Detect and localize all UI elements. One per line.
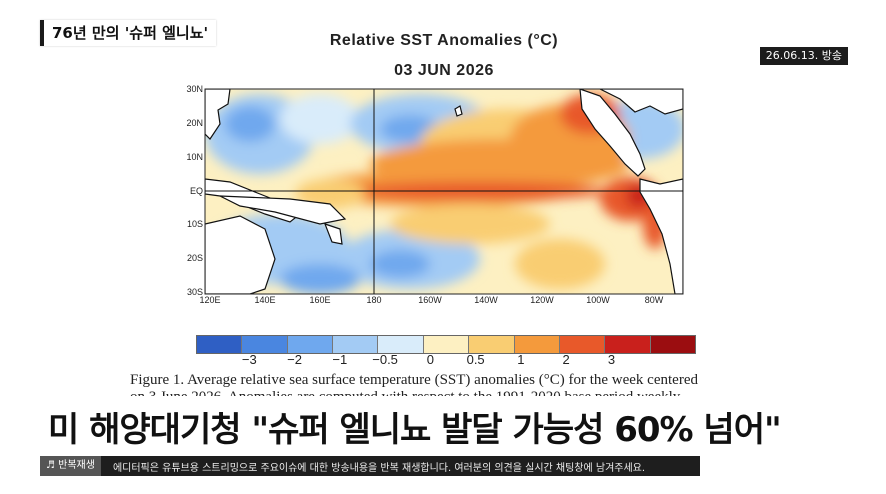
colorbar-label: −1 (332, 352, 348, 367)
lon-label: 140W (474, 295, 498, 305)
lon-label: 160E (309, 295, 330, 305)
lon-label: 120W (530, 295, 554, 305)
colorbar (196, 335, 696, 354)
colorbar-label: 0.5 (466, 352, 485, 367)
lat-label: 10N (186, 152, 203, 162)
lon-label: 80W (645, 295, 664, 305)
figure-date: 03 JUN 2026 (394, 62, 494, 79)
colorbar-label: 1 (517, 352, 525, 367)
colorbar-label: 0 (426, 352, 434, 367)
lat-label: 20S (187, 253, 203, 263)
headline-bar (0, 396, 886, 456)
colorbar-swatch (514, 336, 560, 353)
broadcast-date-tag: 26.06.13. 방송 (759, 47, 848, 65)
lon-label: 160W (418, 295, 442, 305)
ticker-text: 에디터픽은 유튜브용 스트리밍으로 주요이슈에 대한 방송내용을 반복 재생합니… (112, 462, 646, 474)
colorbar-swatch (559, 336, 606, 353)
colorbar-swatch (333, 336, 379, 353)
colorbar-label: −0.5 (372, 352, 398, 367)
lat-label: 10S (187, 219, 203, 229)
lon-label: 120E (199, 295, 220, 305)
colorbar-swatch (197, 336, 243, 353)
colorbar-swatch (242, 336, 288, 353)
colorbar-label: −2 (287, 352, 302, 367)
lat-axis-labels: 30N 20N 10N EQ 10S 20S 30S (186, 84, 203, 297)
colorbar-labels: −3 −2 −1 −0.5 0 0.5 1 2 3 (196, 352, 694, 368)
lat-label: 30N (186, 84, 203, 94)
lat-label: 20N (186, 118, 203, 128)
lon-label: 180 (366, 295, 381, 305)
sst-anomaly-map: 30N 20N 10N EQ 10S 20S 30S 120E 140E 160… (170, 84, 700, 309)
caption-line-1: Figure 1. Average relative sea surface t… (130, 372, 698, 388)
colorbar-label: −3 (241, 352, 257, 367)
lon-label: 140E (254, 295, 275, 305)
lat-label: EQ (190, 186, 203, 196)
colorbar-swatch (423, 336, 470, 353)
ticker-bar: ♬ 반복재생 에디터픽은 유튜브용 스트리밍으로 주요이슈에 대한 방송내용을 … (40, 456, 700, 476)
repeat-play-badge: ♬ 반복재생 (40, 456, 101, 476)
figure-title: Relative SST Anomalies (°C) (329, 32, 559, 49)
colorbar-swatch (650, 336, 695, 353)
anomaly-field (205, 89, 683, 294)
sst-map-svg: 30N 20N 10N EQ 10S 20S 30S 120E 140E 160… (186, 84, 684, 305)
lat-label: 30S (187, 287, 203, 297)
lon-label: 100W (586, 295, 610, 305)
colorbar-label: 3 (607, 352, 616, 367)
colorbar-swatch (469, 336, 515, 353)
lon-axis-labels: 120E 140E 160E 180 160W 140W 120W 100W 8… (199, 295, 663, 305)
colorbar-swatch (287, 336, 334, 353)
colorbar-label: 2 (562, 352, 570, 367)
land-masses (205, 89, 683, 294)
colorbar-swatch (605, 336, 651, 353)
colorbar-swatch (378, 336, 424, 353)
headline-text: 미 해양대기청 "슈퍼 엘니뇨 발달 가능성 60% 넘어" (48, 410, 782, 450)
topic-tag: 76년 만의 '슈퍼 엘니뇨' (40, 20, 217, 46)
